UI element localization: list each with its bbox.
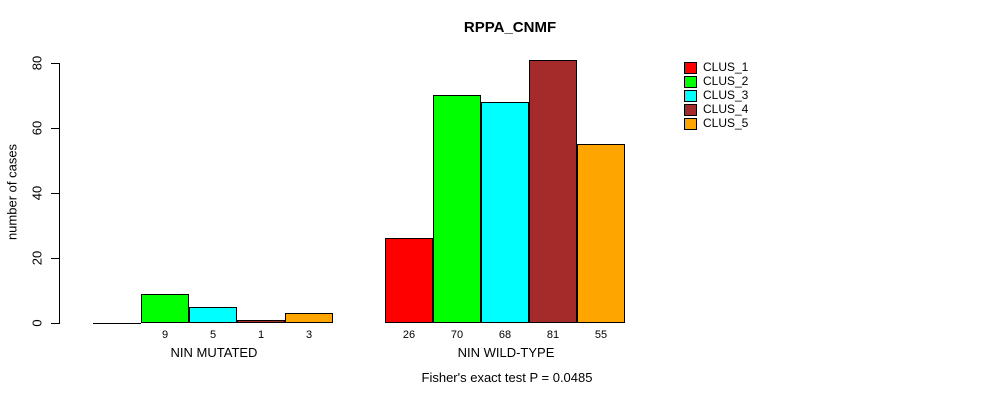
- bar-clus-2: [141, 294, 189, 323]
- y-tick-label: 40: [29, 185, 45, 201]
- bar-value-label: 5: [209, 329, 217, 341]
- bar-value-label: 68: [498, 329, 512, 341]
- group-label-nin-wild-type: NIN WILD-TYPE: [457, 345, 555, 360]
- y-tick: [51, 62, 59, 64]
- legend-swatch: [684, 61, 697, 74]
- chart-title: RPPA_CNMF: [463, 19, 557, 36]
- y-tick: [51, 192, 59, 194]
- legend-swatch: [684, 103, 697, 116]
- legend-label: CLUS_1: [703, 60, 749, 74]
- legend-item-clus-1: CLUS_1: [684, 61, 748, 74]
- legend-item-clus-5: CLUS_5: [684, 117, 748, 130]
- legend-label: CLUS_3: [703, 88, 749, 102]
- legend-swatch: [684, 89, 697, 102]
- bar-clus-3: [481, 102, 529, 323]
- bar-value-label: 81: [546, 329, 560, 341]
- bar-clus-1: [385, 238, 433, 323]
- bar-value-label: 26: [402, 329, 416, 341]
- legend: CLUS_1 CLUS_2 CLUS_3 CLUS_4 CLUS_5: [684, 61, 748, 130]
- legend-item-clus-3: CLUS_3: [684, 89, 748, 102]
- bar-clus-4: [237, 320, 285, 323]
- legend-item-clus-2: CLUS_2: [684, 75, 748, 88]
- group-label-nin-mutated: NIN MUTATED: [170, 345, 258, 360]
- y-tick: [51, 322, 59, 324]
- y-axis-line: [59, 63, 60, 324]
- legend-label: CLUS_2: [703, 74, 749, 88]
- legend-label: CLUS_5: [703, 116, 749, 130]
- bar-clus-5: [285, 313, 333, 323]
- bar-value-label: 70: [450, 329, 464, 341]
- bar-value-label: 9: [161, 329, 169, 341]
- y-tick-label: 80: [29, 55, 45, 71]
- legend-swatch: [684, 117, 697, 130]
- bar-clus-1: [93, 323, 141, 324]
- y-tick: [51, 127, 59, 129]
- bar-clus-4: [529, 60, 577, 323]
- y-axis-title: number of cases: [4, 143, 20, 241]
- bar-clus-5: [577, 144, 625, 323]
- legend-item-clus-4: CLUS_4: [684, 103, 748, 116]
- y-tick-label: 20: [29, 250, 45, 266]
- bar-value-label: 3: [305, 329, 313, 341]
- y-tick-label: 0: [29, 319, 45, 327]
- bar-clus-3: [189, 307, 237, 323]
- y-tick: [51, 257, 59, 259]
- bar-clus-2: [433, 95, 481, 323]
- bar-value-label: 55: [594, 329, 608, 341]
- y-tick-label: 60: [29, 120, 45, 136]
- fisher-test-annotation: Fisher's exact test P = 0.0485: [421, 370, 593, 385]
- bar-value-label: 1: [257, 329, 265, 341]
- legend-label: CLUS_4: [703, 102, 749, 116]
- legend-swatch: [684, 75, 697, 88]
